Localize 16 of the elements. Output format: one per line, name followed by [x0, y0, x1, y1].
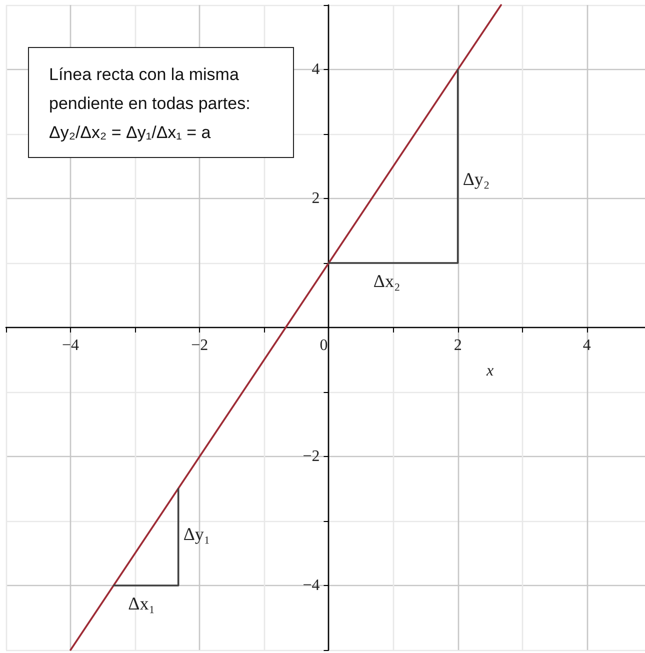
x-tick-label: −4 — [62, 337, 80, 354]
x-tick-label: 4 — [582, 337, 591, 354]
annotation: Línea recta con la misma pendiente en todas partes: Δy₂/Δx₂ = Δy₁/Δx₁ = a — [49, 65, 250, 142]
y-tick-label: −2 — [302, 448, 320, 465]
annotation: Δy₂ — [462, 169, 490, 190]
y-tick-label: −4 — [302, 577, 320, 594]
x-tick-label: 0 — [320, 337, 328, 354]
x-tick-label: −2 — [191, 337, 208, 354]
x-axis-title: x — [485, 362, 494, 380]
annotation: Δx₁ — [128, 594, 155, 614]
note-box: Línea recta con la misma pendiente en todas partes: Δy₂/Δx₂ = Δy₁/Δx₁ = a — [28, 47, 294, 158]
annotation: Δx₂ — [373, 271, 400, 291]
y-tick-label: 4 — [312, 61, 320, 78]
x-tick-label: 2 — [454, 337, 462, 354]
y-tick-label: 2 — [312, 190, 320, 207]
annotation: Δy₁ — [183, 524, 210, 544]
